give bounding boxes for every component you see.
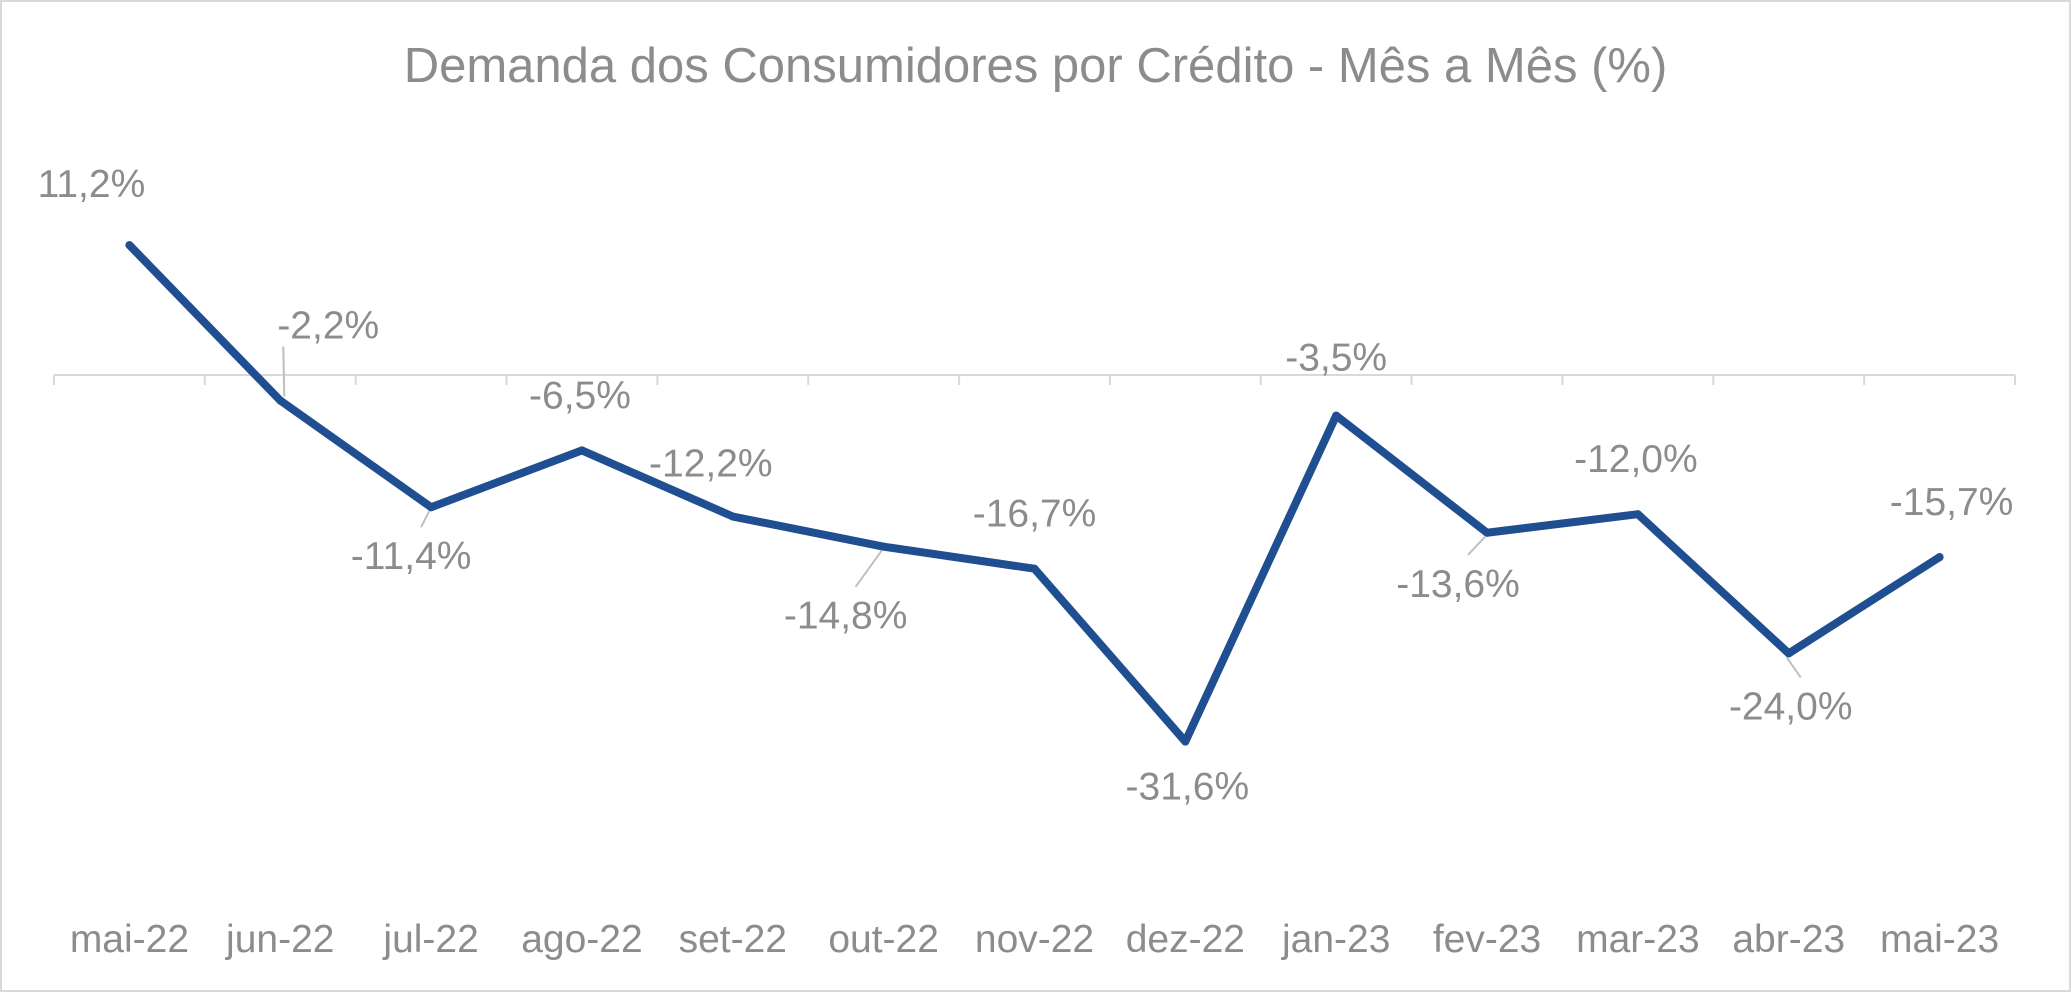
data-point xyxy=(1030,564,1039,573)
data-point xyxy=(1332,411,1341,420)
data-label: -24,0% xyxy=(1729,685,1853,728)
x-tick-label: fev-23 xyxy=(1433,918,1541,961)
chart-title: Demanda dos Consumidores por Crédito - M… xyxy=(403,39,1668,93)
data-label: -16,7% xyxy=(973,493,1097,536)
data-label-leader xyxy=(854,550,883,588)
x-tick-label: ago-22 xyxy=(521,918,642,961)
data-label-leader xyxy=(1785,656,1802,678)
data-point xyxy=(1181,737,1190,746)
x-tick-label: dez-22 xyxy=(1126,918,1245,961)
data-label: 11,2% xyxy=(38,163,146,206)
data-label: -12,2% xyxy=(649,443,773,486)
data-label: -13,6% xyxy=(1396,563,1520,606)
x-tick-label: set-22 xyxy=(679,918,787,961)
data-point xyxy=(577,446,586,455)
data-point xyxy=(728,512,737,521)
data-point xyxy=(125,241,134,250)
data-label: -12,0% xyxy=(1574,438,1698,481)
x-tick-label: jun-22 xyxy=(225,918,334,961)
x-tick-label: mar-23 xyxy=(1576,918,1700,961)
data-point xyxy=(879,542,888,551)
data-point xyxy=(1633,510,1642,519)
data-point xyxy=(1935,553,1944,562)
data-label: -15,7% xyxy=(1890,481,2014,524)
data-label-leader xyxy=(282,346,286,397)
data-label: -11,4% xyxy=(351,535,472,578)
data-label: -3,5% xyxy=(1285,337,1387,380)
data-label: -2,2% xyxy=(277,305,379,348)
data-point xyxy=(1483,528,1492,537)
data-label: -14,8% xyxy=(784,595,908,638)
data-point xyxy=(427,503,436,512)
x-tick-label: out-22 xyxy=(828,918,939,961)
x-tick-label: abr-23 xyxy=(1732,918,1845,961)
x-tick-label: mai-22 xyxy=(70,918,189,961)
x-tick-label: jan-23 xyxy=(1281,918,1390,961)
x-tick-label: nov-22 xyxy=(975,918,1094,961)
data-label-leader xyxy=(1467,536,1486,556)
data-point xyxy=(1784,649,1793,658)
x-tick-label: jul-22 xyxy=(382,918,478,961)
data-label: -6,5% xyxy=(529,374,631,417)
data-label: -31,6% xyxy=(1126,766,1250,809)
x-tick-label: mai-23 xyxy=(1880,918,1999,961)
data-point xyxy=(276,396,285,405)
data-label-leader xyxy=(420,510,431,528)
